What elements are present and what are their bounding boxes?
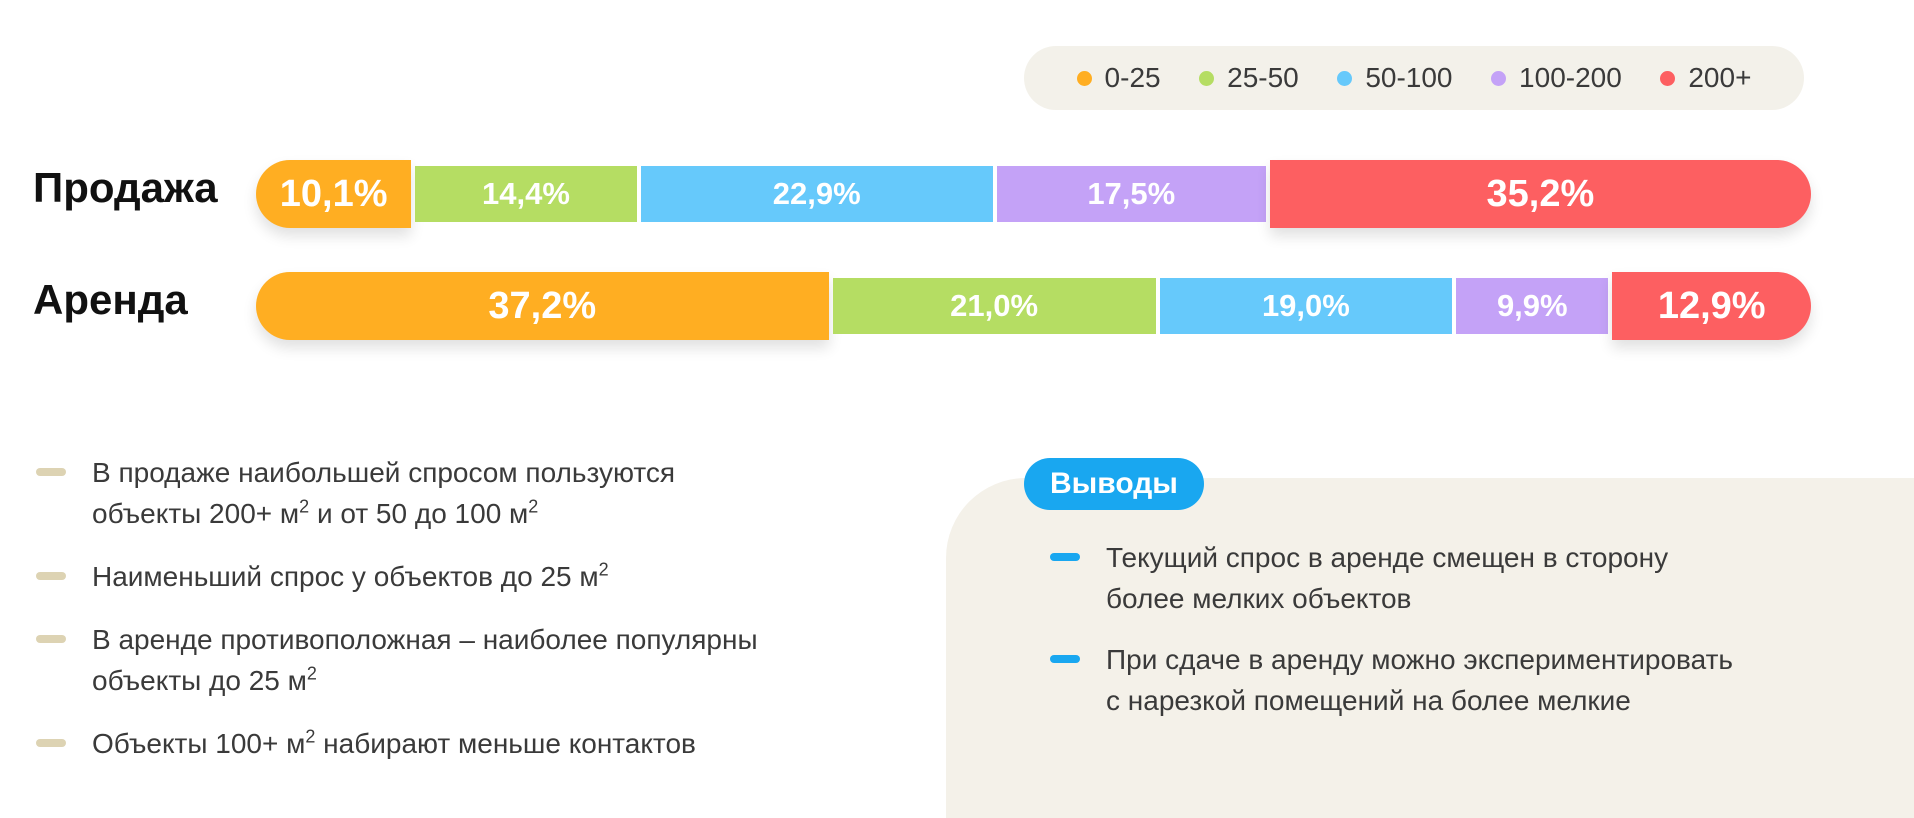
- legend-dot-25-50: [1199, 70, 1215, 86]
- data-label: 14,4%: [482, 176, 570, 211]
- bar-segment-25-50: 14,4%: [415, 166, 637, 222]
- bar-segment-200-plus: 12,9%: [1612, 272, 1811, 340]
- row-label-sale: Продажа: [33, 164, 218, 211]
- data-label: 22,9%: [772, 176, 861, 211]
- legend-dot-200-plus: [1660, 70, 1676, 86]
- bullet-dash-icon: [1050, 553, 1080, 561]
- data-label: 19,0%: [1261, 288, 1350, 323]
- note-text: Объекты 100+ м2 набирают меньше контакто…: [92, 726, 696, 759]
- legend-item-50-100: 50-100: [1337, 62, 1453, 94]
- bullet-dash-icon: [1050, 655, 1080, 663]
- legend-dot-50-100: [1337, 70, 1353, 86]
- data-label: 17,5%: [1087, 176, 1176, 211]
- conclusion-item: Текущий спрос в аренде смещен в сторону б…: [1050, 537, 1830, 619]
- notes-list: В продаже наибольшей спросом пользуются …: [36, 452, 916, 786]
- legend-label: 200+: [1688, 62, 1752, 93]
- bar-segment-50-100: 22,9%: [640, 166, 993, 222]
- bar-segment-100-200: 9,9%: [1456, 278, 1609, 334]
- bullet-dash-icon: [36, 635, 66, 643]
- legend-label: 25-50: [1227, 62, 1299, 93]
- data-label: 21,0%: [950, 288, 1039, 323]
- legend-label: 0-25: [1104, 62, 1161, 93]
- legend-dot-100-200: [1491, 70, 1507, 86]
- legend-label: 50-100: [1365, 62, 1453, 93]
- conclusions-title-badge: Выводы: [1024, 458, 1204, 510]
- legend-dot-0-25: [1076, 70, 1092, 86]
- bar-segment-0-25: 10,1%: [256, 160, 412, 228]
- bar-segment-50-100: 19,0%: [1159, 278, 1453, 334]
- data-label: 37,2%: [488, 284, 597, 327]
- legend-item-100-200: 100-200: [1491, 62, 1622, 94]
- data-label: 12,9%: [1657, 284, 1766, 327]
- note-item: Наименьший спрос у объектов до 25 м2: [36, 556, 916, 597]
- note-item: В продаже наибольшей спросом пользуются …: [36, 452, 916, 534]
- bar-segment-200-plus: 35,2%: [1269, 160, 1811, 228]
- bullet-dash-icon: [36, 468, 66, 476]
- conclusions-panel: [946, 478, 1914, 818]
- legend-item-200-plus: 200+: [1660, 62, 1751, 94]
- note-text: Наименьший спрос у объектов до 25 м2: [92, 559, 609, 592]
- bar-segment-25-50: 21,0%: [832, 278, 1156, 334]
- conclusion-text: При сдаче в аренду можно экспериментиров…: [1106, 644, 1733, 716]
- legend-item-25-50: 25-50: [1199, 62, 1299, 94]
- bar-segment-0-25: 37,2%: [256, 272, 829, 340]
- bullet-dash-icon: [36, 739, 66, 747]
- note-text: В аренде противоположная – наиболее попу…: [92, 624, 758, 696]
- note-item: В аренде противоположная – наиболее попу…: [36, 619, 916, 701]
- conclusion-text: Текущий спрос в аренде смещен в сторону б…: [1106, 542, 1669, 614]
- note-item: Объекты 100+ м2 набирают меньше контакто…: [36, 723, 916, 764]
- data-label: 10,1%: [279, 172, 388, 215]
- stacked-bar-rent: 37,2% 21,0% 19,0% 9,9% 12,9%: [256, 272, 1811, 340]
- conclusions-list: Текущий спрос в аренде смещен в сторону б…: [1050, 537, 1830, 741]
- data-label: 35,2%: [1486, 172, 1595, 215]
- chart-legend: 0-25 25-50 50-100 100-200 200+: [1024, 46, 1804, 110]
- legend-item-0-25: 0-25: [1076, 62, 1161, 94]
- note-text: В продаже наибольшей спросом пользуются …: [92, 457, 676, 529]
- stacked-bar-sale: 10,1% 14,4% 22,9% 17,5% 35,2%: [256, 160, 1811, 228]
- row-label-rent: Аренда: [33, 276, 188, 323]
- bar-segment-100-200: 17,5%: [996, 166, 1266, 222]
- data-label: 9,9%: [1496, 288, 1568, 323]
- legend-label: 100-200: [1519, 62, 1622, 93]
- bullet-dash-icon: [36, 572, 66, 580]
- conclusion-item: При сдаче в аренду можно экспериментиров…: [1050, 639, 1830, 721]
